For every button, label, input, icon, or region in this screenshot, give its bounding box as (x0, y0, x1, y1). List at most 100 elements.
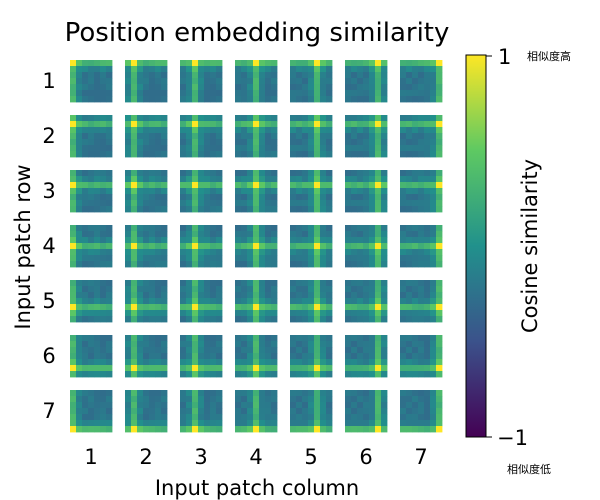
similarity-cell (76, 60, 83, 67)
similarity-cell (436, 316, 443, 323)
similarity-cell (192, 359, 199, 366)
similarity-cell (375, 78, 382, 85)
similarity-cell (131, 249, 138, 256)
similarity-tile-r2-c4 (235, 115, 278, 158)
similarity-cell (180, 310, 187, 317)
similarity-cell (143, 365, 150, 372)
similarity-cell (70, 426, 77, 433)
similarity-cell (406, 84, 413, 91)
similarity-cell (210, 170, 217, 177)
similarity-cell (241, 390, 248, 397)
similarity-cell (351, 365, 358, 372)
similarity-cell (345, 310, 352, 317)
similarity-cell (381, 316, 388, 323)
similarity-cell (125, 66, 132, 73)
similarity-cell (406, 286, 413, 293)
similarity-cell (88, 390, 95, 397)
similarity-cell (265, 341, 272, 348)
similarity-cell (296, 225, 303, 232)
similarity-cell (271, 182, 278, 189)
similarity-cell (247, 292, 254, 299)
similarity-cell (70, 402, 77, 409)
similarity-cell (131, 139, 138, 146)
similarity-cell (235, 72, 242, 79)
similarity-cell (345, 359, 352, 366)
similarity-cell (418, 310, 425, 317)
similarity-cell (271, 90, 278, 97)
similarity-cell (155, 96, 162, 103)
similarity-cell (82, 225, 89, 232)
similarity-cell (247, 206, 254, 213)
similarity-cell (320, 335, 327, 342)
similarity-cell (326, 225, 333, 232)
similarity-cell (351, 371, 358, 378)
similarity-cell (308, 341, 315, 348)
similarity-cell (296, 280, 303, 287)
similarity-cell (137, 176, 144, 183)
similarity-cell (155, 176, 162, 183)
similarity-cell (418, 206, 425, 213)
similarity-cell (210, 261, 217, 268)
similarity-cell (137, 237, 144, 244)
similarity-cell (253, 243, 260, 250)
similarity-cell (241, 84, 248, 91)
similarity-cell (357, 408, 364, 415)
similarity-cell (247, 231, 254, 238)
similarity-cell (265, 170, 272, 177)
similarity-cell (143, 414, 150, 421)
similarity-cell (296, 347, 303, 354)
similarity-cell (308, 84, 315, 91)
similarity-cell (131, 261, 138, 268)
similarity-cell (351, 231, 358, 238)
similarity-cell (400, 84, 407, 91)
similarity-cell (363, 316, 370, 323)
similarity-cell (363, 261, 370, 268)
similarity-tile-r4-c1 (70, 225, 113, 268)
similarity-cell (137, 286, 144, 293)
similarity-cell (430, 414, 437, 421)
similarity-cell (326, 371, 333, 378)
column-tick-label: 7 (414, 445, 427, 469)
similarity-cell (155, 90, 162, 97)
row-tick-label: 4 (42, 234, 55, 258)
similarity-cell (192, 200, 199, 207)
similarity-cell (436, 396, 443, 403)
similarity-cell (381, 72, 388, 79)
similarity-cell (180, 139, 187, 146)
similarity-cell (400, 127, 407, 134)
similarity-cell (430, 115, 437, 122)
similarity-cell (125, 206, 132, 213)
similarity-cell (180, 359, 187, 366)
similarity-cell (314, 249, 321, 256)
similarity-cell (70, 243, 77, 250)
similarity-cell (137, 243, 144, 250)
similarity-cell (100, 347, 107, 354)
similarity-cell (357, 127, 364, 134)
similarity-cell (76, 96, 83, 103)
similarity-cell (296, 341, 303, 348)
similarity-cell (149, 225, 156, 232)
similarity-cell (180, 408, 187, 415)
similarity-cell (424, 145, 431, 152)
similarity-cell (436, 182, 443, 189)
similarity-cell (76, 133, 83, 140)
similarity-cell (430, 298, 437, 305)
similarity-cell (302, 231, 309, 238)
similarity-cell (180, 72, 187, 79)
similarity-cell (296, 304, 303, 311)
similarity-cell (363, 353, 370, 360)
similarity-cell (94, 237, 101, 244)
similarity-tile-r3-c1 (70, 170, 113, 213)
similarity-cell (70, 390, 77, 397)
similarity-cell (412, 365, 419, 372)
similarity-cell (412, 316, 419, 323)
similarity-cell (143, 359, 150, 366)
similarity-cell (326, 66, 333, 73)
similarity-cell (412, 225, 419, 232)
similarity-cell (143, 286, 150, 293)
similarity-cell (247, 72, 254, 79)
similarity-cell (88, 420, 95, 427)
similarity-cell (314, 414, 321, 421)
similarity-cell (88, 298, 95, 305)
similarity-cell (149, 420, 156, 427)
